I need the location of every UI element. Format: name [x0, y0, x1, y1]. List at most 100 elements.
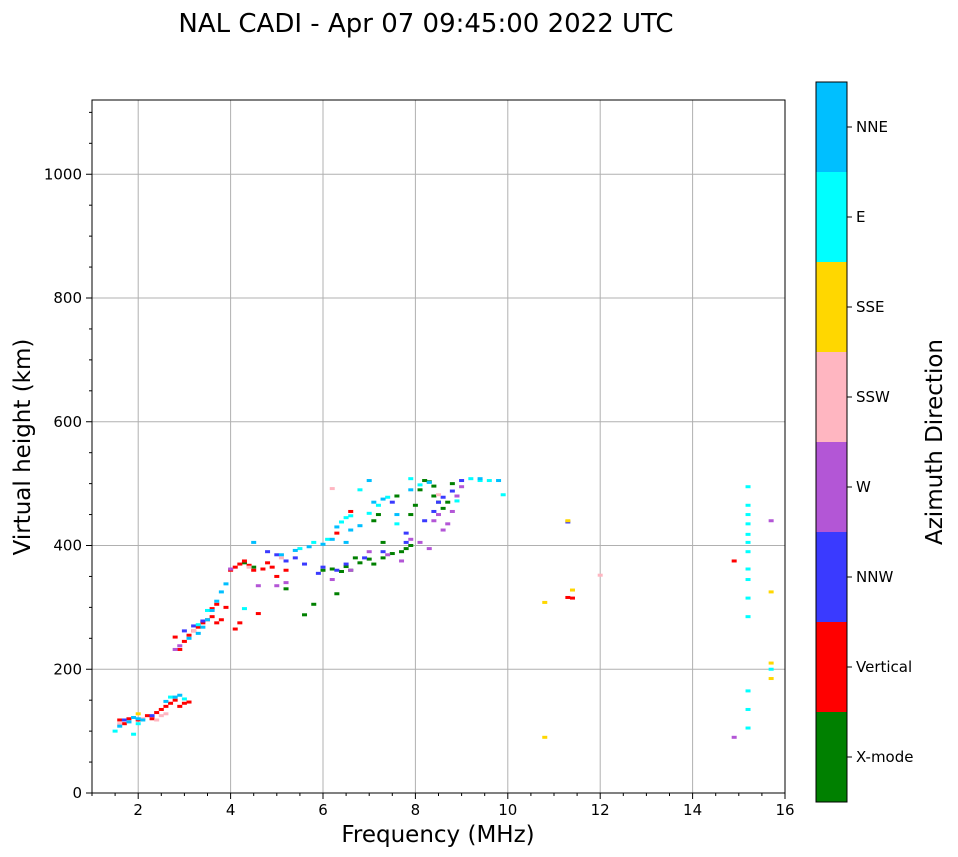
point-e: [745, 689, 751, 693]
colorbar-label-nnw: NNW: [856, 568, 893, 586]
colorbar-frame: [815, 81, 848, 803]
point-nnw: [149, 714, 155, 718]
point-nne: [357, 524, 363, 528]
colorbar-segment-vertical: [816, 622, 847, 712]
point-sse: [768, 661, 774, 665]
point-e: [745, 503, 751, 507]
point-w: [408, 537, 414, 541]
point-vertical: [200, 621, 206, 625]
point-vertical: [209, 607, 215, 611]
point-vertical: [274, 574, 280, 578]
point-e: [745, 540, 751, 544]
point-w: [768, 519, 774, 523]
point-nne: [163, 699, 169, 703]
point-w: [228, 567, 234, 571]
point-vertical: [154, 711, 160, 715]
data-marks: [112, 477, 774, 739]
point-x-mode: [366, 557, 372, 561]
point-nnw: [283, 559, 289, 563]
point-nne: [126, 720, 132, 724]
x-tick-label: 6: [318, 801, 328, 819]
point-e: [745, 522, 751, 526]
point-w: [274, 584, 280, 588]
colorbar-segment-e: [816, 172, 847, 262]
point-w: [172, 647, 178, 651]
point-nnw: [389, 500, 395, 504]
point-nne: [366, 479, 372, 483]
point-e: [745, 567, 751, 571]
point-e: [745, 513, 751, 517]
point-nnw: [121, 718, 127, 722]
point-x-mode: [329, 567, 335, 571]
point-vertical: [232, 565, 238, 569]
point-nnw: [422, 519, 428, 523]
point-e: [131, 732, 137, 736]
point-nne: [251, 540, 257, 544]
point-e: [311, 540, 317, 544]
point-x-mode: [338, 569, 344, 573]
point-w: [255, 584, 261, 588]
point-nne: [371, 500, 377, 504]
point-vertical: [209, 615, 215, 619]
x-axis-label: Frequency (MHz): [341, 822, 534, 848]
point-e: [745, 707, 751, 711]
point-vertical: [214, 621, 220, 625]
point-e: [357, 488, 363, 492]
colorbar-segment-nne: [816, 82, 847, 172]
point-e: [745, 578, 751, 582]
point-vertical: [237, 621, 243, 625]
point-nne: [292, 548, 298, 552]
point-e: [477, 479, 483, 483]
point-vertical: [569, 596, 575, 600]
colorbar-segment-sse: [816, 262, 847, 352]
point-nnw: [431, 509, 437, 513]
point-nne: [223, 582, 229, 586]
point-nne: [306, 545, 312, 549]
point-x-mode: [380, 540, 386, 544]
colorbar-label-ssw: SSW: [856, 388, 890, 406]
point-vertical: [232, 627, 238, 631]
point-vertical: [348, 509, 354, 513]
point-w: [348, 568, 354, 572]
y-axis-label: Virtual height (km): [10, 339, 36, 556]
point-sse: [768, 590, 774, 594]
point-vertical: [121, 722, 127, 726]
point-ssw: [246, 565, 252, 569]
point-vertical: [168, 701, 174, 705]
x-tick-label: 14: [683, 801, 702, 819]
point-e: [745, 485, 751, 489]
colorbar-label-x-mode: X-mode: [856, 748, 913, 766]
point-w: [426, 547, 432, 551]
point-nnw: [191, 624, 197, 628]
point-w: [459, 485, 465, 489]
point-ssw: [278, 556, 284, 560]
point-nne: [135, 717, 141, 721]
x-tick-label: 4: [226, 801, 236, 819]
point-nne: [380, 497, 386, 501]
point-vertical: [565, 595, 571, 599]
point-ssw: [597, 573, 603, 577]
point-e: [768, 667, 774, 671]
point-e: [745, 615, 751, 619]
x-tick-label: 2: [133, 801, 143, 819]
point-nnw: [292, 556, 298, 560]
colorbar-segment-x-mode: [816, 712, 847, 802]
point-e: [205, 608, 210, 612]
x-tick-label: 16: [775, 801, 794, 819]
point-vertical: [731, 559, 737, 563]
point-x-mode: [408, 513, 414, 517]
point-w: [454, 494, 460, 498]
point-nnw: [315, 571, 321, 575]
colorbar-label-vertical: Vertical: [856, 658, 912, 676]
point-e: [408, 477, 414, 481]
point-sse: [565, 519, 571, 523]
point-sse: [542, 600, 548, 604]
point-e: [375, 503, 381, 507]
point-sse: [569, 588, 575, 592]
point-x-mode: [241, 561, 247, 565]
point-vertical: [283, 568, 289, 572]
point-w: [329, 578, 335, 582]
point-ssw: [158, 714, 164, 718]
point-vertical: [172, 635, 178, 639]
x-tick-label: 12: [591, 801, 610, 819]
